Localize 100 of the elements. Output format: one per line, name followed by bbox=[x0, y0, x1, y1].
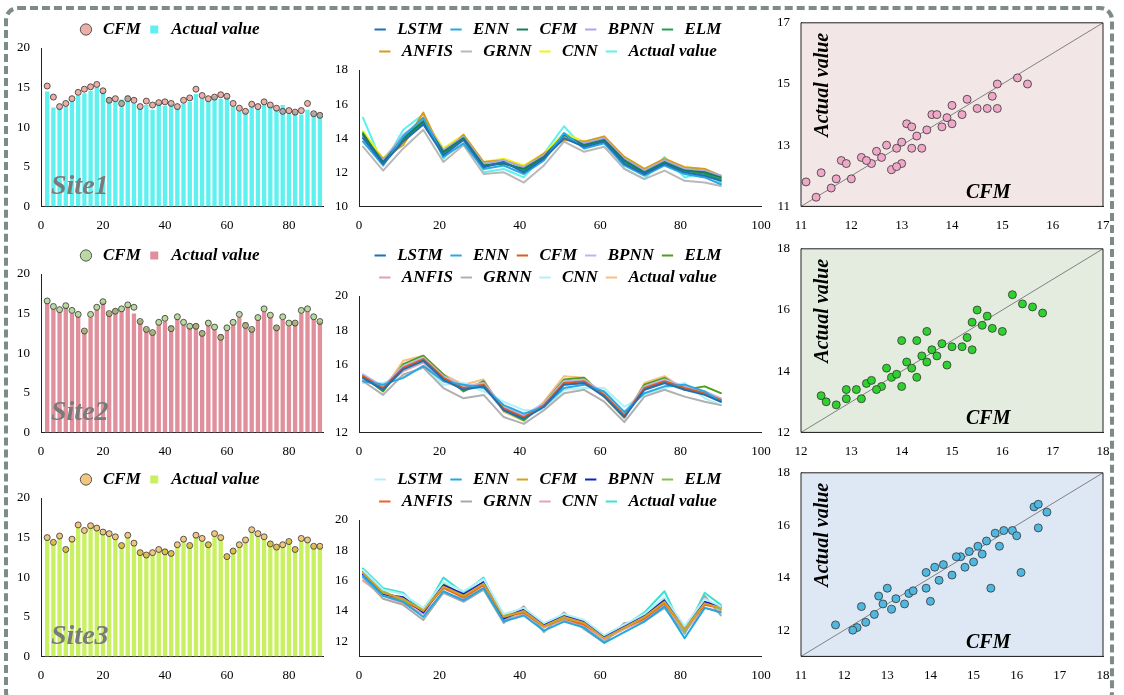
x-tick-label: 16 bbox=[1046, 216, 1060, 232]
point bbox=[841, 394, 851, 404]
y-tick-label: 14 bbox=[335, 602, 349, 618]
point bbox=[111, 307, 119, 315]
point bbox=[816, 168, 826, 178]
bar bbox=[218, 334, 223, 433]
point bbox=[841, 159, 851, 168]
point bbox=[167, 100, 175, 107]
point bbox=[297, 107, 305, 114]
y-tick-label: 14 bbox=[777, 362, 791, 378]
bar bbox=[305, 312, 310, 433]
point bbox=[68, 535, 76, 543]
point bbox=[917, 351, 927, 361]
point bbox=[972, 104, 982, 113]
point bbox=[87, 522, 94, 530]
point bbox=[229, 547, 237, 555]
point bbox=[964, 547, 974, 556]
point bbox=[273, 324, 280, 332]
point bbox=[848, 625, 858, 635]
point bbox=[273, 543, 280, 551]
y-tick-label: 18 bbox=[335, 541, 348, 557]
point bbox=[43, 534, 51, 541]
point bbox=[972, 305, 982, 315]
point bbox=[80, 527, 88, 534]
y-tick-label: 10 bbox=[17, 568, 30, 584]
point bbox=[56, 532, 63, 540]
point bbox=[105, 530, 113, 538]
legend-label: BPNN bbox=[606, 18, 655, 38]
point bbox=[304, 536, 311, 544]
bar bbox=[237, 547, 242, 657]
point bbox=[937, 122, 947, 132]
bar bbox=[187, 543, 192, 657]
x-tick-label: 80 bbox=[282, 216, 296, 232]
point bbox=[304, 305, 311, 313]
point bbox=[877, 153, 886, 162]
x-tick-label: 13 bbox=[895, 216, 909, 232]
x-tick-label: 40 bbox=[513, 442, 527, 458]
point bbox=[897, 382, 907, 391]
point bbox=[1018, 299, 1027, 309]
point bbox=[1016, 568, 1026, 577]
point bbox=[142, 97, 150, 105]
point bbox=[874, 591, 884, 601]
point bbox=[982, 311, 992, 321]
point bbox=[235, 104, 243, 112]
x-tick-label: 15 bbox=[995, 216, 1009, 232]
y-tick-label: 5 bbox=[23, 608, 30, 624]
bar bbox=[280, 105, 285, 207]
point bbox=[285, 107, 293, 114]
x-axis-title: CFM bbox=[966, 629, 1012, 652]
bar bbox=[305, 109, 310, 207]
point bbox=[124, 301, 132, 309]
point bbox=[186, 94, 194, 102]
y-tick-label: 16 bbox=[335, 355, 349, 371]
x-tick-label: 11 bbox=[794, 216, 808, 232]
point bbox=[93, 81, 101, 88]
point bbox=[74, 88, 82, 96]
bar bbox=[193, 537, 199, 657]
point bbox=[1033, 499, 1043, 509]
point bbox=[932, 110, 942, 119]
point bbox=[987, 323, 997, 333]
y-tick-label: 10 bbox=[17, 344, 30, 360]
point bbox=[316, 318, 323, 325]
legend-label: Actual value bbox=[627, 40, 718, 60]
bar bbox=[138, 319, 143, 433]
point bbox=[951, 552, 961, 562]
point bbox=[967, 345, 977, 355]
point bbox=[977, 549, 987, 559]
y-tick-label: 14 bbox=[335, 389, 349, 405]
point bbox=[897, 137, 907, 147]
point bbox=[310, 110, 318, 118]
point bbox=[211, 323, 218, 331]
point bbox=[922, 357, 932, 367]
point bbox=[921, 568, 931, 577]
point bbox=[56, 306, 63, 314]
point bbox=[938, 560, 948, 569]
y-tick-label: 14 bbox=[335, 129, 349, 145]
x-tick-label: 17 bbox=[1046, 442, 1060, 458]
point bbox=[995, 541, 1004, 551]
bar bbox=[125, 537, 130, 657]
point bbox=[922, 327, 932, 336]
bar bbox=[230, 106, 236, 207]
point bbox=[266, 540, 274, 548]
bar bbox=[187, 101, 192, 207]
point bbox=[173, 541, 181, 549]
point bbox=[260, 533, 268, 541]
bar bbox=[125, 95, 130, 207]
point bbox=[977, 320, 987, 330]
point bbox=[161, 98, 169, 106]
point bbox=[990, 528, 1000, 538]
y-tick-label: 18 bbox=[335, 321, 348, 337]
point bbox=[811, 192, 821, 202]
x-tick-label: 0 bbox=[355, 216, 363, 232]
point bbox=[279, 107, 287, 115]
x-tick-label: 15 bbox=[945, 442, 959, 458]
bar bbox=[230, 548, 236, 657]
bar bbox=[274, 109, 279, 207]
x-tick-label: 18 bbox=[1096, 666, 1110, 682]
point bbox=[1013, 73, 1022, 83]
x-tick-label: 80 bbox=[282, 666, 296, 682]
point bbox=[254, 103, 262, 111]
